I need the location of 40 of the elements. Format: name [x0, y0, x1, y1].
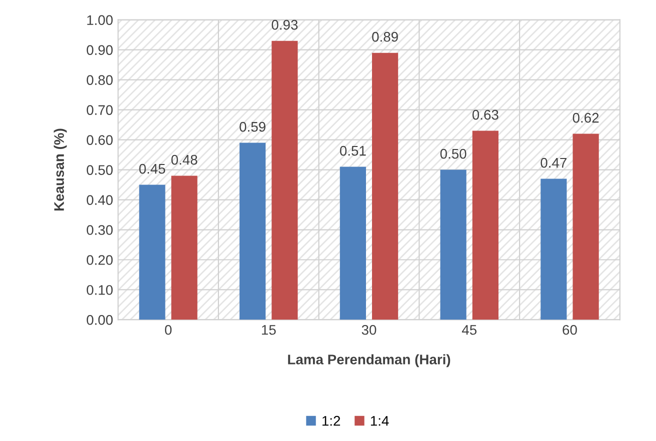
- y-tick-label: 0.20: [86, 255, 113, 265]
- bar: [372, 52, 398, 320]
- data-label: 0.47: [540, 158, 566, 168]
- y-tick-label: 0.30: [86, 225, 113, 235]
- bar: [272, 40, 298, 320]
- x-tick-label: 15: [262, 325, 276, 335]
- x-tick-label: 60: [562, 324, 577, 335]
- y-tick-label: 0.00: [86, 315, 113, 325]
- data-label: 0.59: [240, 122, 266, 132]
- x-tick-label: 30: [362, 324, 376, 335]
- data-label: 0.48: [171, 154, 198, 165]
- y-tick-label: 1.00: [87, 15, 113, 26]
- data-label: 0.62: [572, 112, 599, 123]
- data-label: 0.51: [340, 146, 366, 156]
- bar: [540, 178, 567, 320]
- x-tick-label: 0: [164, 324, 172, 335]
- legend-label: 1:2: [322, 416, 340, 426]
- bar: [472, 130, 498, 320]
- y-tick-label: 0.50: [86, 165, 113, 175]
- bar: [171, 176, 198, 320]
- bar: [240, 142, 266, 320]
- data-label: 0.63: [472, 110, 498, 120]
- y-tick-label: 0.40: [86, 195, 113, 205]
- y-tick-label: 0.10: [86, 285, 113, 295]
- bar: [440, 170, 466, 320]
- y-axis-title: Keausan (%): [54, 128, 67, 211]
- bar: [340, 166, 366, 320]
- y-tick-label: 0.70: [86, 105, 113, 115]
- data-label: 0.89: [372, 32, 398, 42]
- bar: [139, 184, 166, 320]
- y-tick-label: 0.60: [86, 135, 113, 145]
- x-tick-label: 45: [462, 325, 477, 335]
- x-axis-title: Lama Perendaman (Hari): [288, 354, 450, 368]
- y-tick-label: 0.90: [86, 45, 113, 55]
- y-tick-label: 0.80: [86, 75, 113, 85]
- legend-label: 1:4: [370, 416, 389, 426]
- bar: [572, 134, 599, 320]
- data-label: 0.93: [272, 20, 298, 30]
- data-label: 0.50: [440, 148, 466, 159]
- data-label: 0.45: [139, 164, 166, 174]
